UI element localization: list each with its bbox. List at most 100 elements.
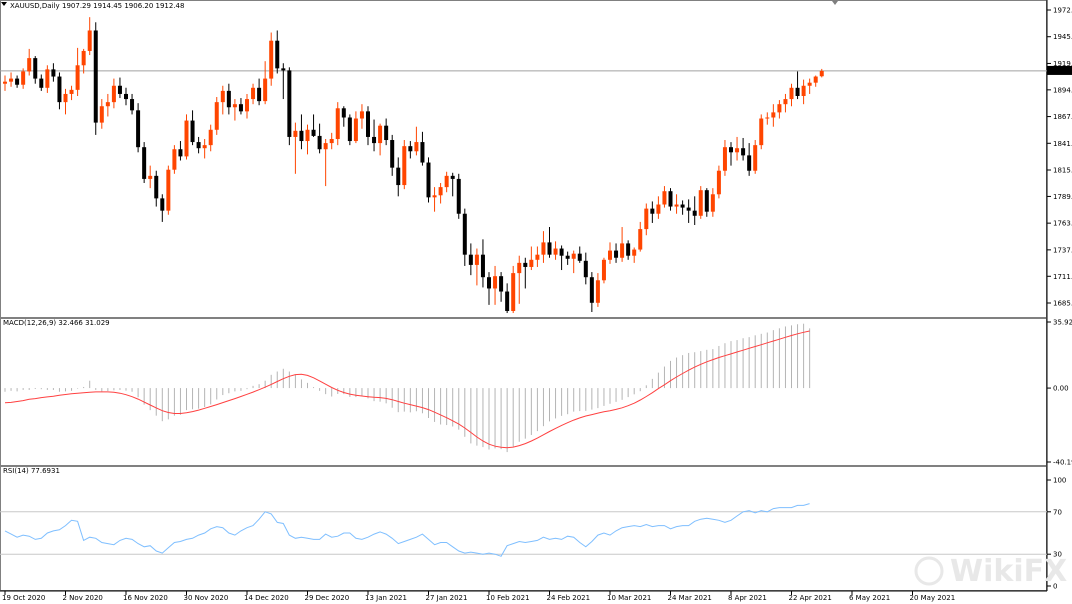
shift-marker-icon[interactable] (832, 1, 838, 5)
macd-axis-ticks: 35.926 0.00 -40.194 (1047, 319, 1072, 467)
candle-body (420, 142, 425, 163)
candle-body (353, 118, 358, 142)
candle-body (21, 71, 26, 85)
date-tick-label: 13 Jan 2021 (365, 594, 407, 602)
candle-body (571, 253, 576, 259)
candle-body (716, 170, 721, 195)
candle-body (487, 277, 491, 289)
candle-body (668, 191, 673, 207)
price-tick-label: 1972.00 (1053, 7, 1072, 15)
candle-body (281, 68, 286, 71)
candle-body (547, 242, 552, 255)
candle-body (456, 178, 461, 214)
candle-body (426, 162, 431, 198)
candle-body (335, 108, 340, 139)
candle-body (577, 253, 582, 261)
candle-body (589, 277, 594, 303)
macd-panel[interactable]: MACD(12,26,9) 32.466 31.029 35.926 0.00 -4… (3, 319, 1072, 467)
candle-body (287, 70, 292, 137)
candle-body (99, 106, 104, 123)
price-tick-label: 1789.90 (1053, 193, 1072, 201)
candle-body (33, 58, 38, 79)
date-tick-label: 10 Mar 2021 (607, 594, 651, 602)
candle-body (105, 102, 110, 107)
candle-body (69, 89, 74, 94)
ohlc-readout: 1907.29 1914.45 1906.20 1912.48 (62, 2, 184, 10)
price-panel[interactable]: XAUUSD,Daily 1907.29 1914.45 1906.20 191… (0, 1, 1072, 314)
candle-body (499, 276, 504, 292)
candle-body (468, 254, 473, 265)
candle-body (136, 110, 141, 148)
candle-body (789, 87, 794, 100)
candle-body (329, 138, 334, 144)
date-tick-label: 6 May 2021 (849, 594, 890, 602)
current-price-label: 1912.48 (1049, 67, 1072, 75)
price-tick-label: 1867.90 (1053, 113, 1072, 121)
candle-body (257, 87, 262, 102)
candle-body (390, 140, 395, 168)
price-tick-label: 1711.90 (1053, 273, 1072, 281)
candle-body (51, 69, 56, 77)
rsi-title: RSI(14) 77.6931 (3, 467, 60, 475)
candle-body (396, 167, 401, 186)
candle-body (553, 248, 558, 255)
candle-body (124, 93, 128, 100)
candle-body (722, 147, 727, 171)
candle-body (462, 213, 467, 255)
wikifx-watermark: WikiFX (914, 554, 1067, 589)
candle-body (184, 120, 189, 157)
candle-body (601, 259, 606, 281)
candle-body (87, 30, 92, 51)
date-tick-label: 8 Apr 2021 (728, 594, 767, 602)
rsi-panel[interactable]: RSI(14) 77.6931 100 70 30 0 (0, 467, 1066, 591)
candle-body (214, 102, 219, 130)
candle-body (130, 99, 135, 111)
rsi-tick-label: 0 (1053, 583, 1057, 591)
candle-body (39, 78, 44, 88)
candle-body (172, 149, 177, 170)
candle-body (759, 118, 764, 146)
rsi-line (4, 503, 810, 557)
candle-body (710, 194, 715, 212)
macd-tick-label: 35.926 (1053, 319, 1072, 327)
date-tick-label: 29 Dec 2020 (305, 594, 350, 602)
candle-body (93, 30, 98, 123)
candle-body (438, 187, 443, 196)
collapse-triangle-icon[interactable] (1, 2, 7, 6)
candle-body (771, 112, 776, 118)
candle-body (541, 242, 546, 255)
date-tick-label: 22 Apr 2021 (789, 594, 832, 602)
candle-body (269, 40, 274, 79)
candle-body (807, 82, 812, 86)
candle-body (493, 276, 498, 289)
candle-body (220, 90, 225, 103)
candle-body (142, 147, 147, 179)
candle-body (432, 195, 437, 198)
candle-body (765, 117, 770, 119)
candle-body (529, 259, 534, 267)
candle-body (535, 254, 540, 260)
price-tick-label: 1685.80 (1053, 300, 1072, 308)
candle-body (444, 175, 449, 188)
candle-body (450, 175, 455, 179)
wikifx-logo-icon (914, 556, 944, 586)
symbol-title: XAUUSD,Daily (10, 2, 60, 10)
candle-body (384, 125, 389, 141)
candle-body (505, 291, 510, 311)
candle-body (293, 130, 298, 137)
candle-body (111, 85, 116, 103)
candle-body (45, 69, 50, 88)
macd-tick-label: 0.00 (1053, 385, 1069, 393)
candle-body (226, 90, 231, 108)
candle-body (801, 85, 806, 96)
rsi-tick-label: 30 (1053, 551, 1062, 559)
candle-body (595, 280, 600, 303)
price-axis-ticks: 1972.00 1945.90 1919.80 1894.00 1867.90 1841.… (1047, 7, 1072, 308)
candle-body (813, 76, 818, 83)
candle-body (735, 148, 740, 153)
candle-body (620, 243, 625, 258)
candle-body (57, 76, 62, 103)
price-tick-label: 1894.00 (1053, 86, 1072, 94)
price-tick-label: 1945.90 (1053, 33, 1072, 41)
